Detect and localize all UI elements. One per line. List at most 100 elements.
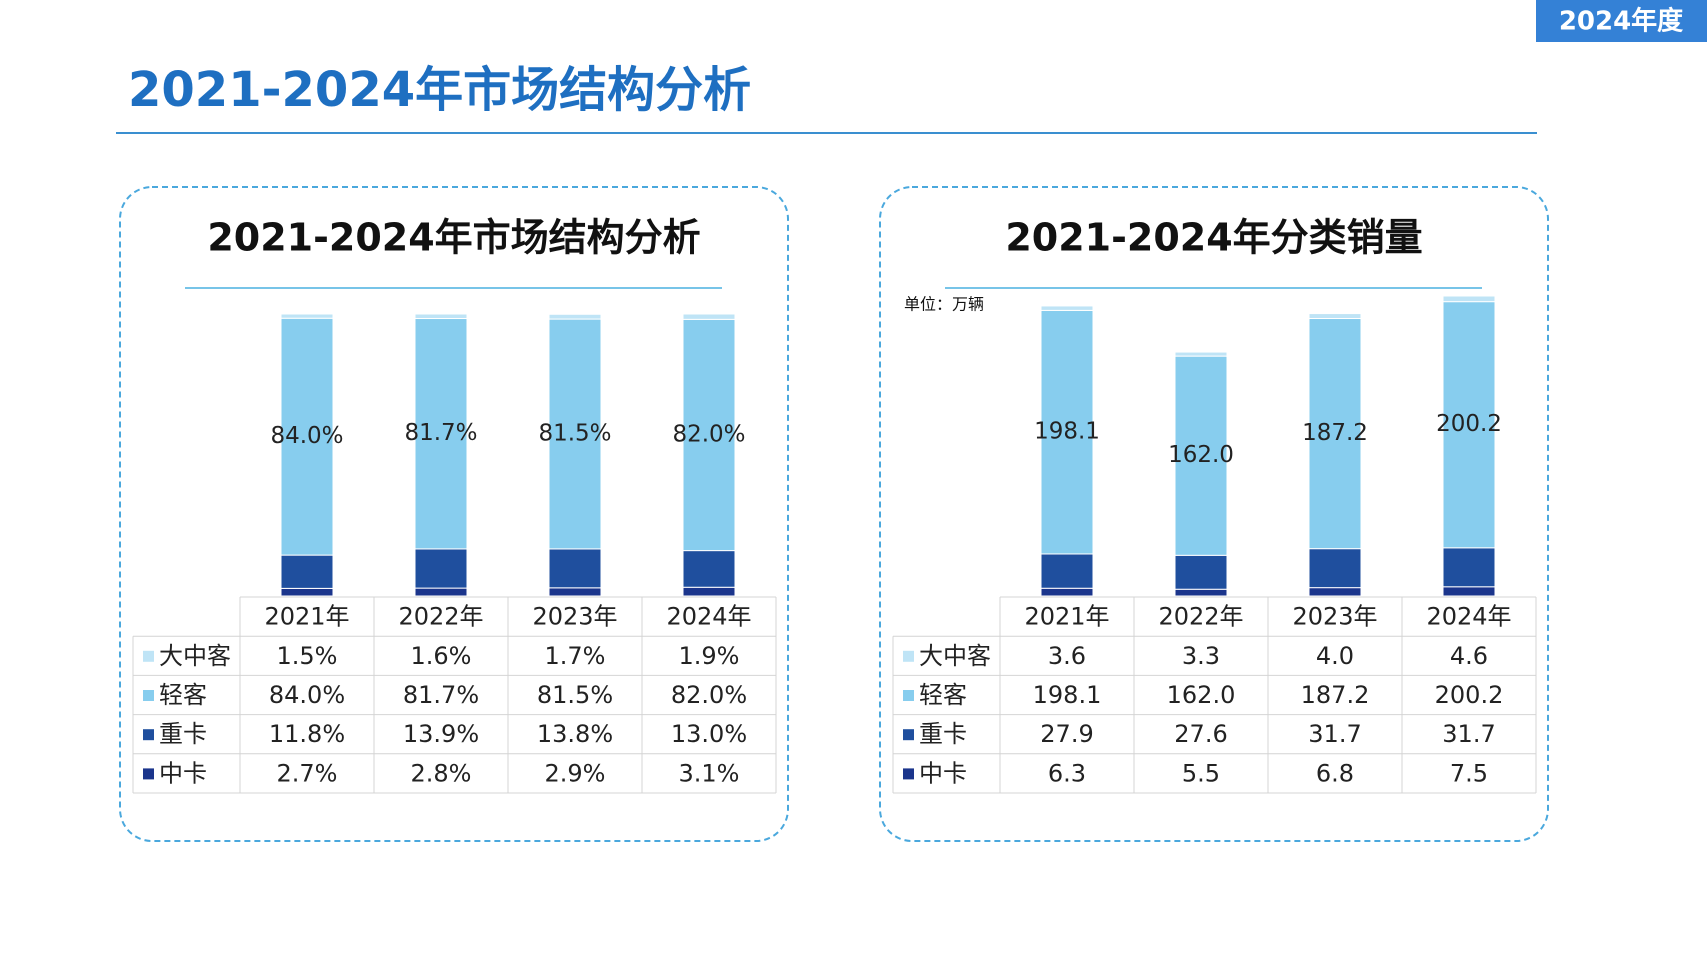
legend-swatch	[143, 650, 154, 662]
bar-segment	[414, 587, 468, 597]
legend-swatch	[903, 650, 914, 662]
table-cell: 13.0%	[671, 720, 747, 748]
table-cell: 7.5	[1450, 759, 1488, 787]
bar-segment	[280, 313, 334, 319]
table-cell: 1.5%	[277, 642, 338, 670]
badge-bg	[1536, 0, 1707, 42]
bar-segment	[682, 318, 736, 552]
table-cell: 3.6	[1048, 642, 1086, 670]
table-cell: 27.6	[1174, 720, 1227, 748]
bar-segment	[1040, 309, 1094, 555]
table-cell: 11.8%	[269, 720, 345, 748]
table-cell: 3.1%	[679, 759, 740, 787]
data-label: 187.2	[1302, 420, 1368, 446]
table-cell: 6.8	[1316, 759, 1354, 787]
table-cell: 1.7%	[545, 642, 606, 670]
table-cell: 1.9%	[679, 642, 740, 670]
bar-segment	[1308, 587, 1362, 597]
series-name: 重卡	[919, 720, 967, 748]
bar-segment	[1442, 295, 1496, 303]
series-name: 轻客	[919, 681, 967, 709]
bar-segment	[414, 548, 468, 589]
table-cell: 187.2	[1301, 681, 1370, 709]
panel	[879, 186, 1549, 842]
bar-segment	[548, 548, 602, 589]
table-cell: 13.8%	[537, 720, 613, 748]
data-label: 162.0	[1168, 442, 1234, 468]
bar-segment	[414, 313, 468, 320]
column-header: 2024年	[666, 603, 751, 631]
data-label: 200.2	[1436, 411, 1502, 437]
page-title: 2021-2024年市场结构分析	[128, 62, 751, 118]
column-header: 2022年	[398, 603, 483, 631]
bar-segment	[1040, 587, 1094, 597]
legend-swatch	[143, 768, 154, 780]
bar-segment	[1040, 553, 1094, 589]
column-header: 2021年	[1024, 603, 1109, 631]
table-cell: 3.3	[1182, 642, 1220, 670]
bar-segment	[682, 550, 736, 588]
table-cell: 27.9	[1040, 720, 1093, 748]
badge: 2024年度	[1559, 6, 1683, 37]
bar-segment	[1174, 588, 1228, 597]
legend-swatch	[903, 729, 914, 741]
chart-title: 2021-2024年市场结构分析	[207, 216, 700, 260]
table-cell: 81.5%	[537, 681, 613, 709]
table-cell: 31.7	[1308, 720, 1361, 748]
table-cell: 200.2	[1435, 681, 1504, 709]
column-header: 2022年	[1158, 603, 1243, 631]
series-name: 轻客	[159, 681, 207, 709]
bar-segment	[1174, 554, 1228, 590]
bar-segment	[1040, 305, 1094, 311]
series-name: 大中客	[159, 642, 231, 670]
unit-label: 单位：万辆	[904, 295, 984, 314]
data-label: 198.1	[1034, 419, 1100, 445]
table-cell: 162.0	[1167, 681, 1236, 709]
bar-segment	[1308, 318, 1362, 550]
table-cell: 84.0%	[269, 681, 345, 709]
bar-segment	[414, 318, 468, 550]
bar-segment	[548, 318, 602, 550]
bar-segment	[1308, 313, 1362, 320]
table-cell: 2.8%	[411, 759, 472, 787]
series-name: 中卡	[159, 759, 207, 787]
bar-segment	[1174, 351, 1228, 357]
legend-swatch	[903, 768, 914, 780]
bar-segment	[1442, 301, 1496, 549]
data-label: 81.5%	[538, 420, 611, 446]
table-cell: 82.0%	[671, 681, 747, 709]
chart-title: 2021-2024年分类销量	[1005, 216, 1422, 260]
bar-segment	[1308, 548, 1362, 589]
column-header: 2023年	[1292, 603, 1377, 631]
series-name: 中卡	[919, 759, 967, 787]
table-cell: 13.9%	[403, 720, 479, 748]
series-name: 重卡	[159, 720, 207, 748]
table-cell: 5.5	[1182, 759, 1220, 787]
bar-segment	[682, 313, 736, 320]
table-cell: 31.7	[1442, 720, 1495, 748]
data-label: 82.0%	[672, 421, 745, 447]
table-cell: 2.7%	[277, 759, 338, 787]
bar-segment	[1442, 586, 1496, 597]
bar-segment	[280, 554, 334, 589]
column-header: 2021年	[264, 603, 349, 631]
legend-swatch	[143, 729, 154, 741]
data-label: 84.0%	[270, 423, 343, 449]
series-name: 大中客	[919, 642, 991, 670]
table-cell: 4.6	[1450, 642, 1488, 670]
table-cell: 198.1	[1033, 681, 1102, 709]
bar-segment	[548, 313, 602, 320]
data-label: 81.7%	[404, 420, 477, 446]
bar-segment	[548, 587, 602, 597]
table-cell: 1.6%	[411, 642, 472, 670]
legend-swatch	[903, 690, 914, 701]
bar-segment	[682, 586, 736, 597]
bar-segment	[1442, 547, 1496, 588]
bar-segment	[280, 587, 334, 597]
table-cell: 81.7%	[403, 681, 479, 709]
legend-swatch	[143, 690, 154, 701]
table-cell: 6.3	[1048, 759, 1086, 787]
panel	[119, 186, 789, 842]
